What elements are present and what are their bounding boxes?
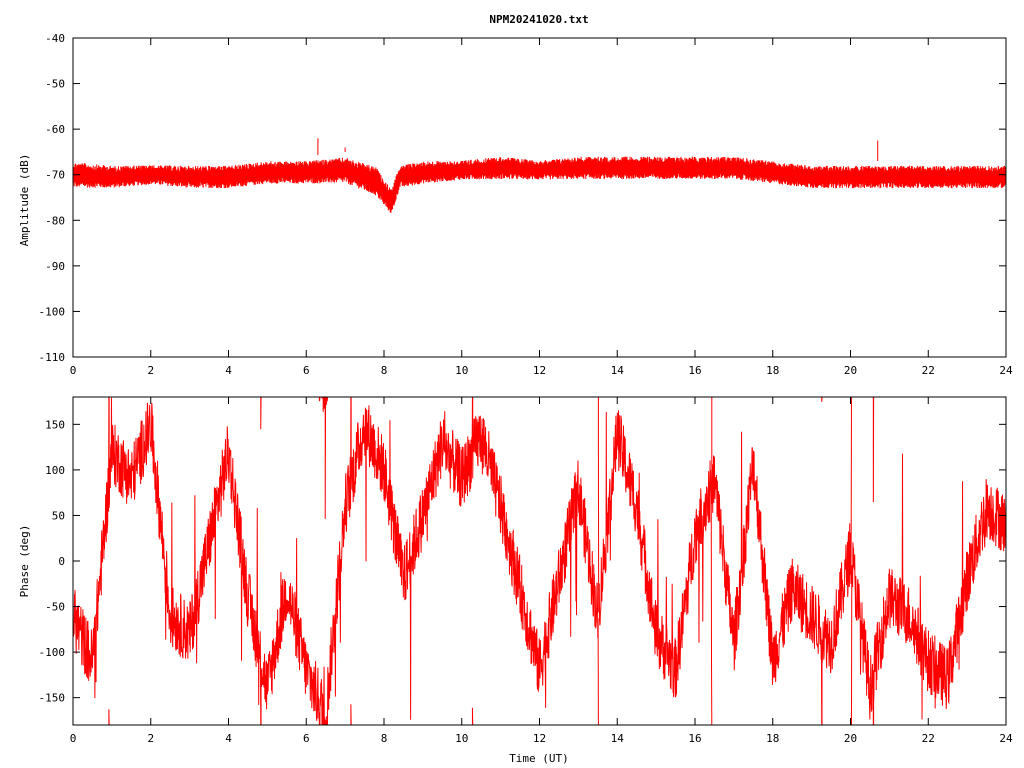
phase-y-axis-label: Phase (deg) xyxy=(18,525,31,598)
phase-panel: 0 2 4 6 8 10 12 14 16 18 20 22 24150100500-50-100-15… xyxy=(18,396,1013,765)
amplitude-y-tick-label: -60 xyxy=(45,123,65,136)
amplitude-y-tick-label: -80 xyxy=(45,214,65,227)
amplitude-x-tick-label: 0 xyxy=(70,364,77,377)
amplitude-plot-frame xyxy=(72,37,1007,358)
amplitude-y-tick-label: -90 xyxy=(45,260,65,273)
amplitude-x-tick-label: 2 xyxy=(147,364,154,377)
amplitude-x-tick-label: 12 xyxy=(533,364,546,377)
phase-y-tick-label: 100 xyxy=(45,464,65,477)
phase-x-tick-label: 10 xyxy=(455,732,468,745)
phase-x-tick-label: 14 xyxy=(611,732,625,745)
phase-series xyxy=(72,396,1007,726)
amplitude-y-tick-label: -110 xyxy=(39,351,66,364)
amplitude-x-tick-label: 18 xyxy=(766,364,779,377)
phase-x-tick-label: 22 xyxy=(922,732,935,745)
chart-title: NPM20241020.txt xyxy=(489,13,588,26)
phase-y-tick-label: 150 xyxy=(45,418,65,431)
amplitude-x-tick-label: 10 xyxy=(455,364,468,377)
amplitude-y-tick-label: -70 xyxy=(45,169,65,182)
phase-x-tick-label: 16 xyxy=(688,732,701,745)
amplitude-x-tick-label: 20 xyxy=(844,364,857,377)
phase-x-tick-label: 18 xyxy=(766,732,779,745)
phase-ticks: 0 2 4 6 8 10 12 14 16 18 20 22 24150100500-50-100-15… xyxy=(39,397,1013,745)
phase-x-axis-label: Time (UT) xyxy=(509,752,569,765)
phase-y-tick-label: -150 xyxy=(39,692,66,705)
phase-trace xyxy=(72,396,1007,726)
amplitude-y-tick-label: -50 xyxy=(45,78,65,91)
amplitude-ticks: 0 2 4 6 8 10 12 14 16 18 20 22 24-40-50-60-70-80-90-… xyxy=(39,32,1013,377)
phase-y-tick-label: 0 xyxy=(58,555,65,568)
amplitude-x-tick-label: 24 xyxy=(999,364,1013,377)
phase-x-tick-label: 20 xyxy=(844,732,857,745)
phase-y-tick-label: 50 xyxy=(52,509,65,522)
phase-x-tick-label: 8 xyxy=(381,732,388,745)
phase-x-tick-label: 0 xyxy=(70,732,77,745)
amplitude-x-tick-label: 6 xyxy=(303,364,310,377)
amplitude-y-tick-label: -100 xyxy=(39,305,66,318)
amplitude-trace xyxy=(72,156,1007,213)
amplitude-x-tick-label: 22 xyxy=(922,364,935,377)
phase-x-tick-label: 4 xyxy=(225,732,232,745)
amplitude-x-tick-label: 16 xyxy=(688,364,701,377)
phase-x-tick-label: 2 xyxy=(147,732,154,745)
amplitude-y-axis-label: Amplitude (dB) xyxy=(18,154,31,247)
amplitude-panel: 0 2 4 6 8 10 12 14 16 18 20 22 24-40-50-60-70-80-90-… xyxy=(18,32,1013,377)
phase-x-tick-label: 6 xyxy=(303,732,310,745)
phase-x-tick-label: 24 xyxy=(999,732,1013,745)
amplitude-x-tick-label: 8 xyxy=(381,364,388,377)
amplitude-x-tick-label: 4 xyxy=(225,364,232,377)
amplitude-x-tick-label: 14 xyxy=(611,364,625,377)
amplitude-series xyxy=(72,138,1007,213)
amplitude-y-tick-label: -40 xyxy=(45,32,65,45)
phase-y-tick-label: -100 xyxy=(39,646,66,659)
phase-x-tick-label: 12 xyxy=(533,732,546,745)
phase-y-tick-label: -50 xyxy=(45,601,65,614)
